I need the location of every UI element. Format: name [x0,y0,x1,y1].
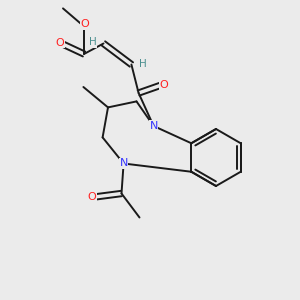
Text: H: H [139,59,147,69]
Text: O: O [56,38,64,48]
Text: O: O [160,80,169,90]
Text: H: H [89,37,97,47]
Text: N: N [149,121,158,131]
Text: O: O [88,192,97,202]
Text: O: O [80,19,89,29]
Text: N: N [119,158,128,169]
